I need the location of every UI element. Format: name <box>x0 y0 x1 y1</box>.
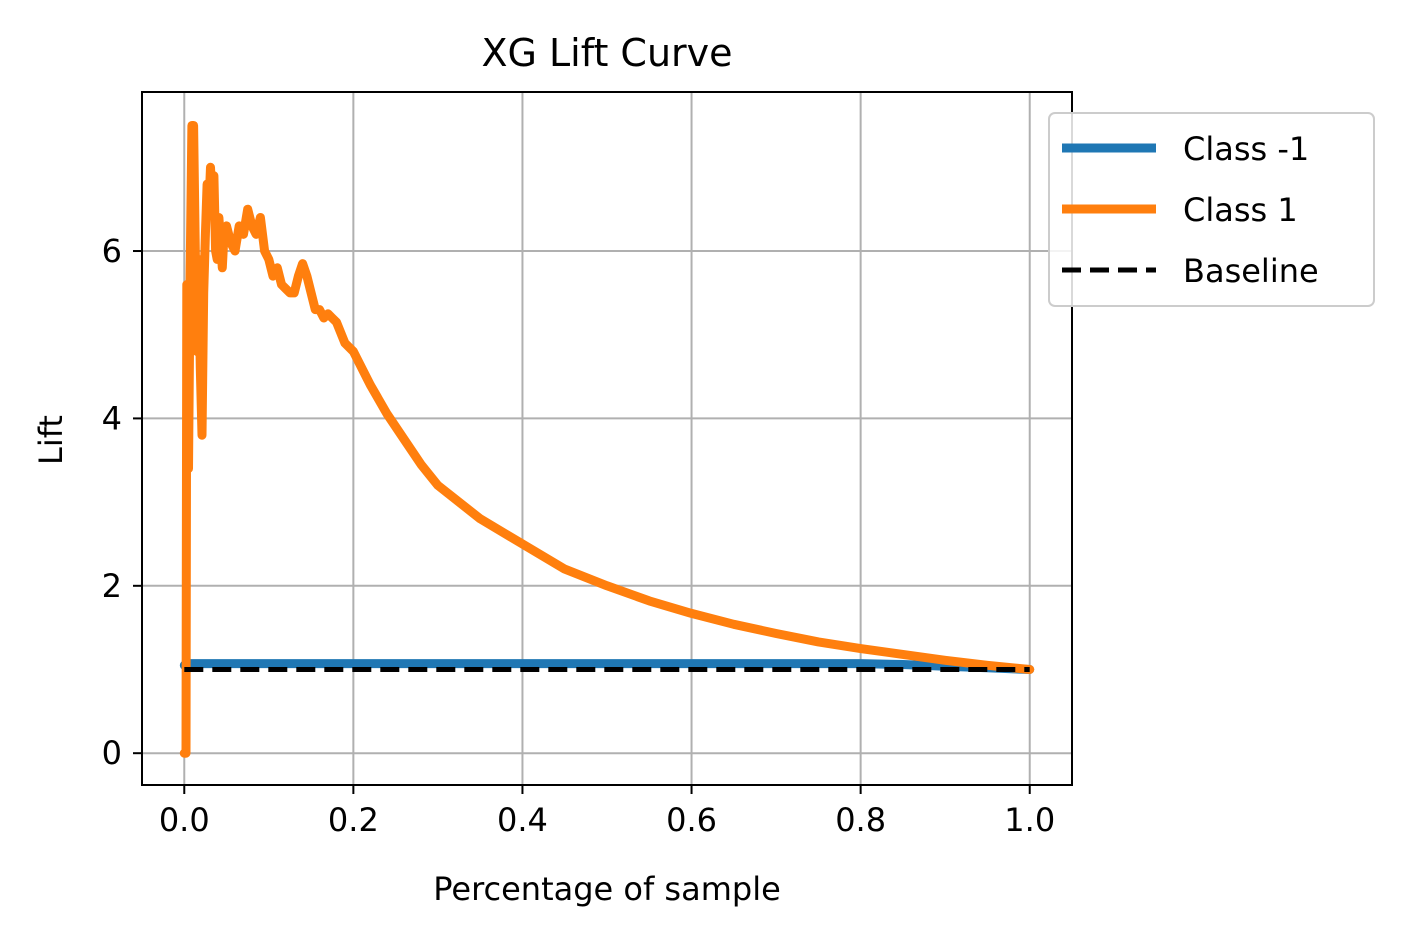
y-tick-label: 4 <box>102 399 122 437</box>
y-tick-label: 6 <box>102 232 122 270</box>
plot-frame <box>141 91 1073 786</box>
y-tick-label: 0 <box>102 734 122 772</box>
legend-box <box>1048 112 1375 307</box>
series-class-1-line <box>179 121 1035 758</box>
x-tick-label: 0.2 <box>328 801 379 839</box>
legend: Class -1 Class 1 Baseline <box>1048 112 1375 307</box>
x-tick-label: 0.8 <box>835 801 886 839</box>
x-axis-title: Percentage of sample <box>433 870 781 908</box>
series-layer <box>179 121 1035 758</box>
legend-label-class-1: Class -1 <box>1183 130 1309 168</box>
x-tick-label: 0.0 <box>159 801 210 839</box>
x-tick-label: 0.4 <box>497 801 548 839</box>
y-tick-label: 2 <box>102 567 122 605</box>
legend-label-baseline: Baseline <box>1183 252 1319 290</box>
axis-ticks: 0.0 0.2 0.4 0.6 0.8 1.0 0 2 4 6 <box>102 232 1056 839</box>
legend-label-class-1: Class 1 <box>1183 191 1298 229</box>
x-tick-label: 1.0 <box>1004 801 1055 839</box>
grid-lines <box>142 92 1072 785</box>
y-axis-title: Lift <box>32 415 70 465</box>
series-class-1-line <box>179 659 1035 674</box>
chart-title: XG Lift Curve <box>481 31 732 75</box>
x-tick-label: 0.6 <box>666 801 717 839</box>
